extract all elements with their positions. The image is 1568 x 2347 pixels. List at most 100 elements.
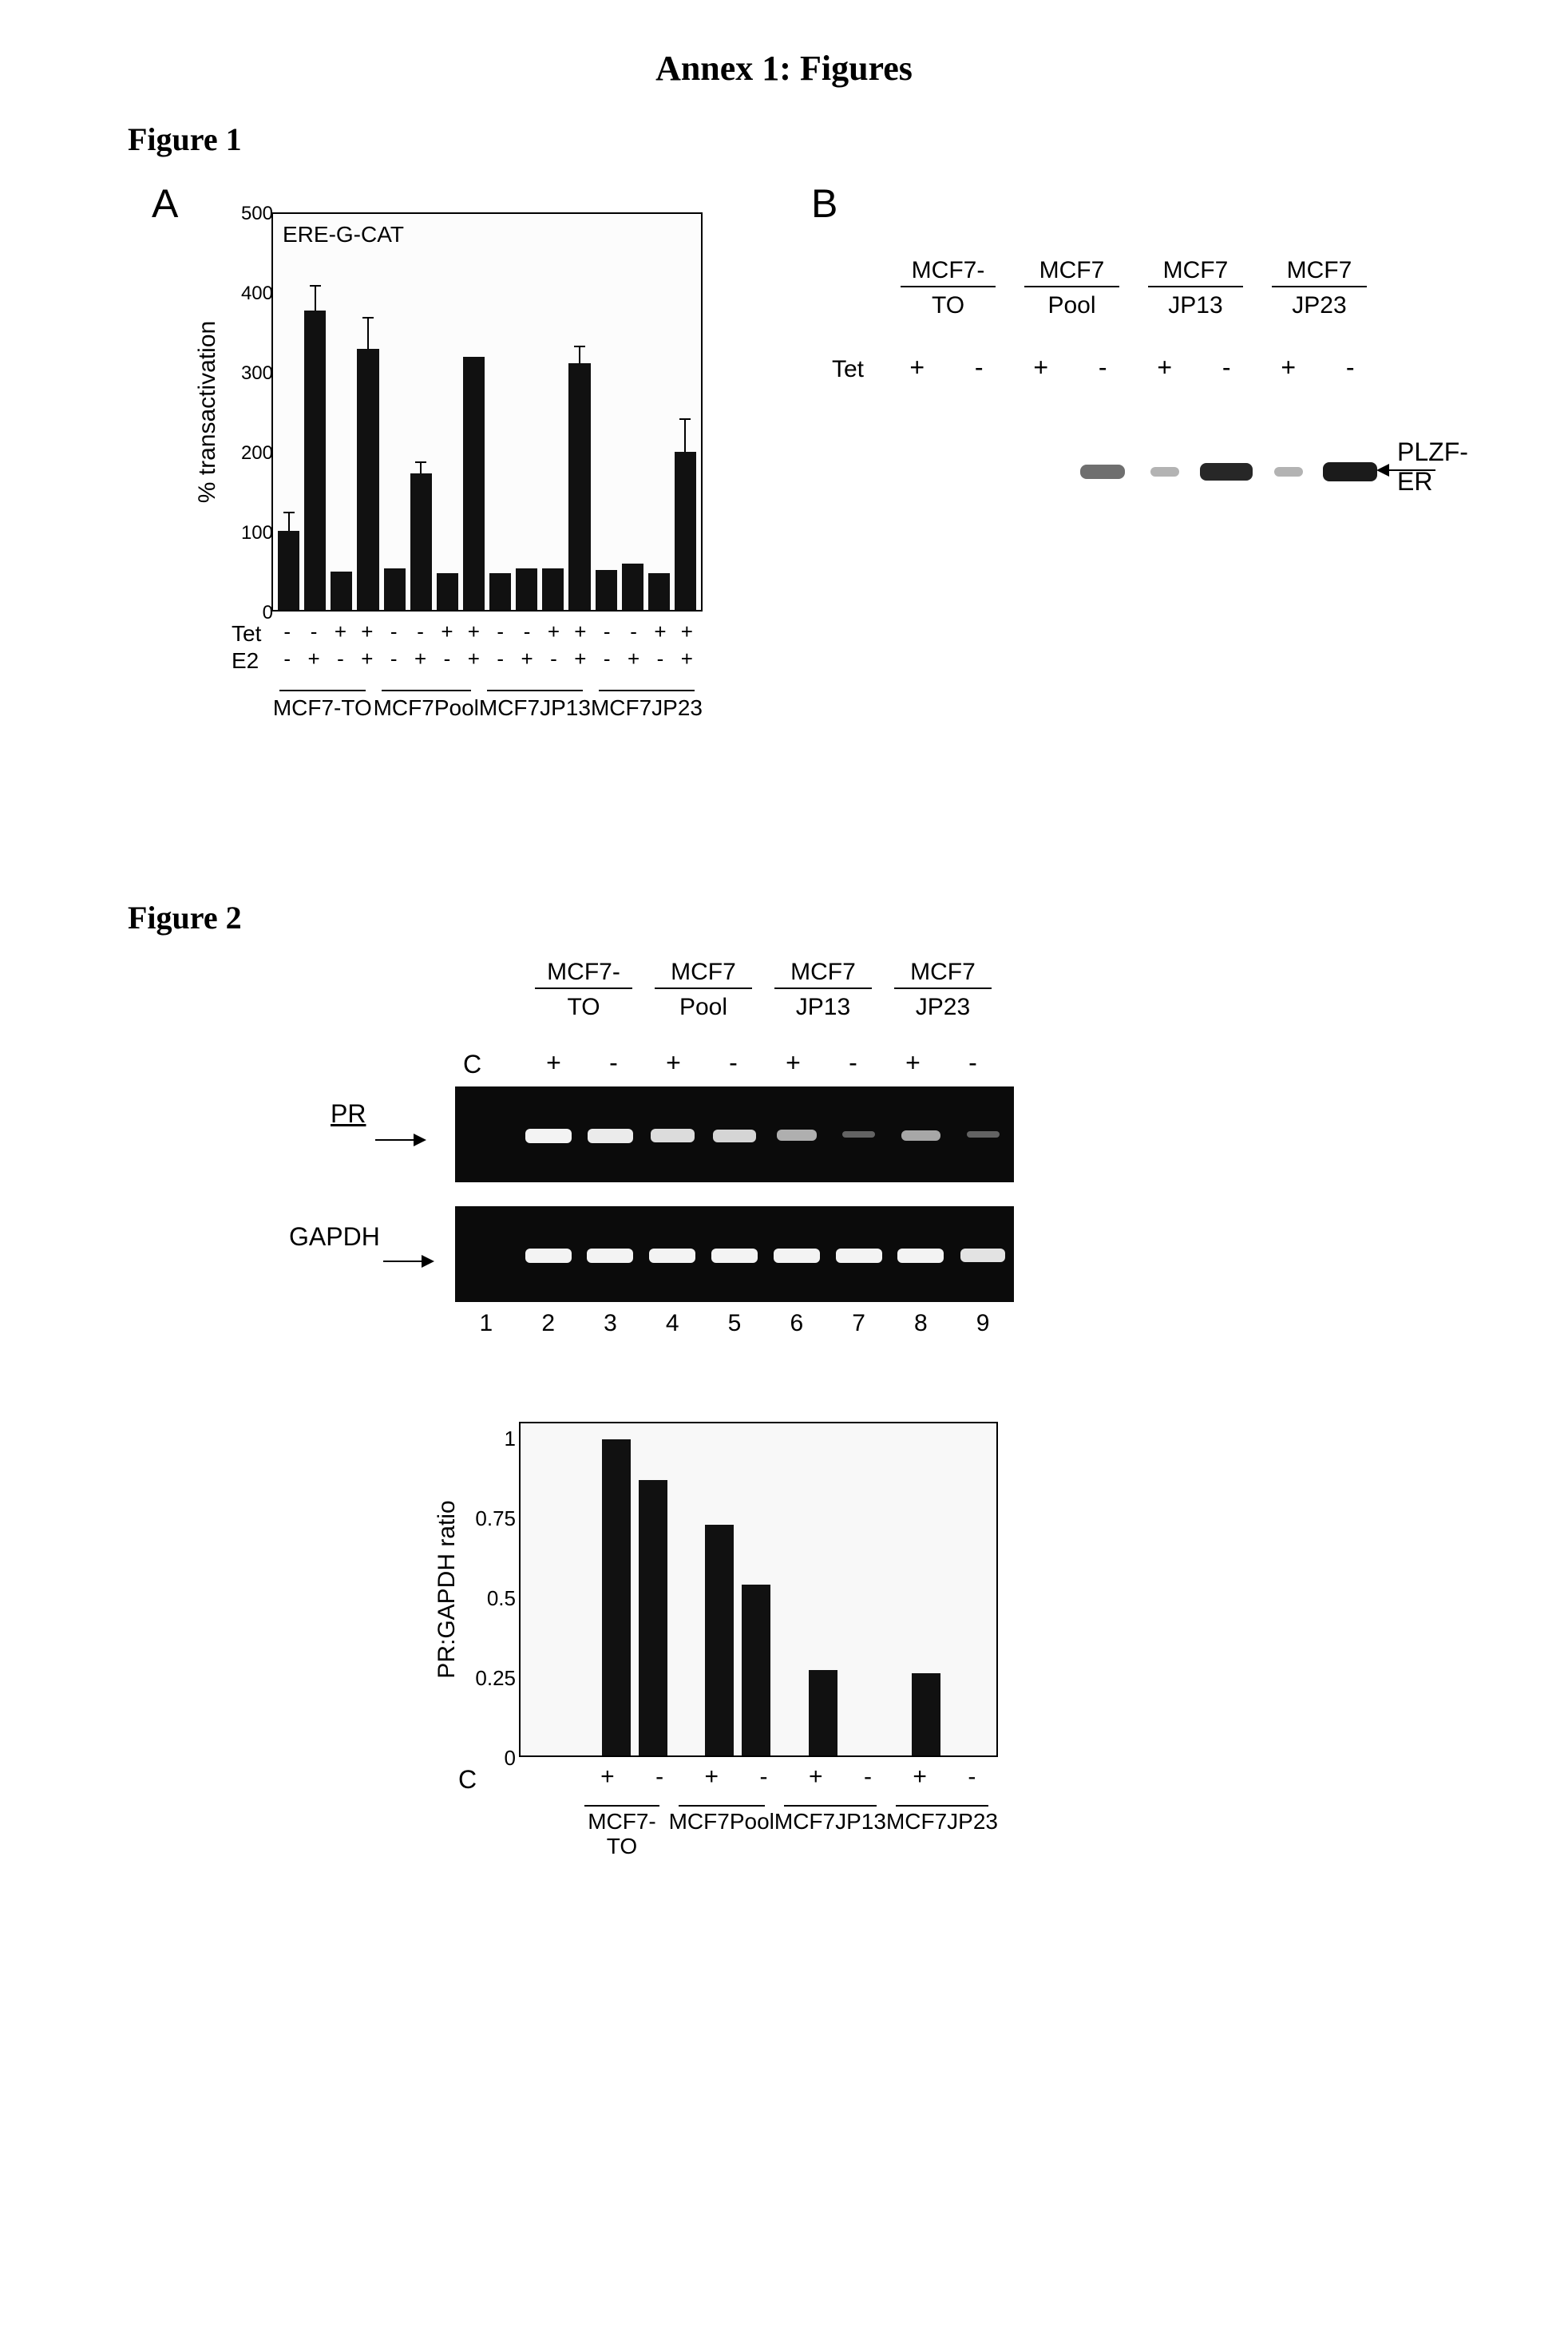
panel-a-tet-cell: -: [383, 619, 405, 644]
plzf-er-arrow-icon: [1388, 469, 1435, 471]
panel-a-group-label: MCF7Pool: [374, 682, 479, 721]
gapdh-label: GAPDH: [289, 1222, 380, 1252]
gel-band: [960, 1249, 1005, 1262]
panel-a-tet-cell: -: [596, 619, 618, 644]
figure2-chart-bar: [602, 1439, 631, 1755]
panel-a-tet-cell: -: [516, 619, 537, 644]
figure2-chart-cond-cell: +: [581, 1763, 633, 1791]
figure2-chart-cond-cell: +: [790, 1763, 841, 1791]
figure2-chart-bar: [912, 1673, 940, 1755]
panel-a-e2-cell: +: [569, 647, 591, 671]
figure2-chart-cond-cell: +: [894, 1763, 946, 1791]
figure2-chart-bar: [742, 1585, 770, 1755]
figure2-group-label: JP23: [883, 986, 1003, 1020]
figure2-group-top: MCF7: [763, 959, 883, 986]
panel-b-group-label: TO: [886, 284, 1010, 319]
panel-a-tet-cell: -: [623, 619, 644, 644]
panel-b-group-label: JP23: [1257, 284, 1381, 319]
figure2-chart-ytick: 0.5: [468, 1586, 516, 1611]
figure2-group-label: JP13: [763, 986, 883, 1020]
figure2-chart-ytick: 0.75: [468, 1506, 516, 1531]
figure2-group-top: MCF7: [883, 959, 1003, 986]
pr-gel: [455, 1086, 1014, 1182]
figure2-cond-cell: -: [943, 1048, 1003, 1078]
panel-b-group-top: MCF7-: [886, 257, 1010, 284]
gel-band: [836, 1249, 882, 1263]
panel-a-tet-cell: +: [543, 619, 564, 644]
figure2-chart-cond-cell: -: [841, 1763, 893, 1791]
figure2-cond-cell: +: [883, 1048, 943, 1078]
gel-band: [711, 1249, 758, 1263]
panel-a-e2-cell: -: [543, 647, 564, 671]
panel-a-e2-cell: +: [303, 647, 324, 671]
figure2-heading: Figure 2: [128, 899, 1440, 936]
panel-a-bar: [304, 311, 326, 610]
gel-band: [588, 1129, 633, 1143]
panel-a-bar: [648, 573, 670, 610]
panel-b-group-label: JP13: [1134, 284, 1257, 319]
figure2-chart-ytick: 1: [468, 1427, 516, 1451]
panel-a-tet-label: Tet: [232, 621, 261, 647]
panel-a-letter: A: [152, 180, 178, 227]
figure2-chart-ylabel: PR:GAPDH ratio: [434, 1500, 461, 1678]
panel-b-band: [1274, 467, 1303, 477]
panel-a-bar: [568, 363, 590, 611]
panel-b-tet-cell: -: [1320, 353, 1382, 382]
panel-a-tet-cell: +: [569, 619, 591, 644]
panel-b-band: [1200, 463, 1253, 481]
panel-a-group-label: MCF7-TO: [271, 682, 374, 721]
panel-a-ytick: 300: [225, 362, 273, 385]
panel-b-group-top: MCF7: [1010, 257, 1134, 284]
panel-a-e2-cell: -: [596, 647, 618, 671]
panel-a-bar: [463, 357, 485, 610]
figure2-cond-cell: +: [524, 1048, 584, 1078]
panel-a-e2-cell: -: [489, 647, 511, 671]
panel-b-band: [1323, 462, 1377, 481]
gapdh-arrow-icon: [383, 1261, 423, 1262]
panel-b-blot: [886, 444, 1381, 500]
panel-a-e2-cell: -: [276, 647, 298, 671]
panel-a-e2-cell: -: [436, 647, 457, 671]
gapdh-gel: [455, 1206, 1014, 1302]
figure2-chart-group-label: MCF7-TO: [575, 1797, 668, 1859]
figure2-chart-group-label: MCF7JP23: [886, 1797, 998, 1859]
panel-a-tet-cell: +: [649, 619, 671, 644]
figure2-group-top: MCF7-: [524, 959, 643, 986]
figure2-chart-cond-cell: -: [946, 1763, 998, 1791]
panel-a-tet-cell: -: [276, 619, 298, 644]
panel-a-ytick: 500: [225, 203, 273, 225]
panel-a-e2-cell: +: [463, 647, 485, 671]
panel-a-bar: [542, 568, 564, 610]
lane-number: 8: [889, 1310, 952, 1337]
panel-a-chart: ERE-G-CAT: [271, 212, 703, 611]
figure2-cond-cell: -: [823, 1048, 883, 1078]
panel-a-e2-cell: +: [623, 647, 644, 671]
figure2-chart-bar: [705, 1525, 734, 1755]
panel-a-ytick: 400: [225, 283, 273, 305]
panel-a-ylabel: % transactivation: [194, 321, 221, 503]
panel-a-tet-cell: +: [676, 619, 698, 644]
figure2-c-label-bottom: C: [458, 1765, 477, 1795]
lane-number: 2: [517, 1310, 580, 1337]
gel-band: [649, 1249, 695, 1263]
panel-a-e2-cell: -: [649, 647, 671, 671]
pr-arrow-icon: [375, 1139, 415, 1141]
panel-a-bar: [357, 349, 378, 610]
figure2-cond-cell: -: [584, 1048, 643, 1078]
figure2-chart-group-label: MCF7JP13: [774, 1797, 886, 1859]
panel-a-tet-cell: -: [489, 619, 511, 644]
panel-a-bar: [675, 452, 696, 610]
figure2-chart-bar: [639, 1480, 667, 1755]
lane-number: 7: [828, 1310, 890, 1337]
gel-band: [587, 1249, 633, 1263]
figure2-chart-cond-cell: -: [633, 1763, 685, 1791]
panel-a-ytick: 200: [225, 442, 273, 465]
gel-band: [651, 1129, 695, 1142]
figure2-group-label: Pool: [643, 986, 763, 1020]
panel-b-tet-cell: -: [1072, 353, 1134, 382]
lane-number: 1: [455, 1310, 517, 1337]
panel-b-tet-cell: +: [886, 353, 948, 382]
panel-a-tet-cell: +: [356, 619, 378, 644]
panel-a-e2-cell: -: [330, 647, 351, 671]
figure2-group-label: TO: [524, 986, 643, 1020]
